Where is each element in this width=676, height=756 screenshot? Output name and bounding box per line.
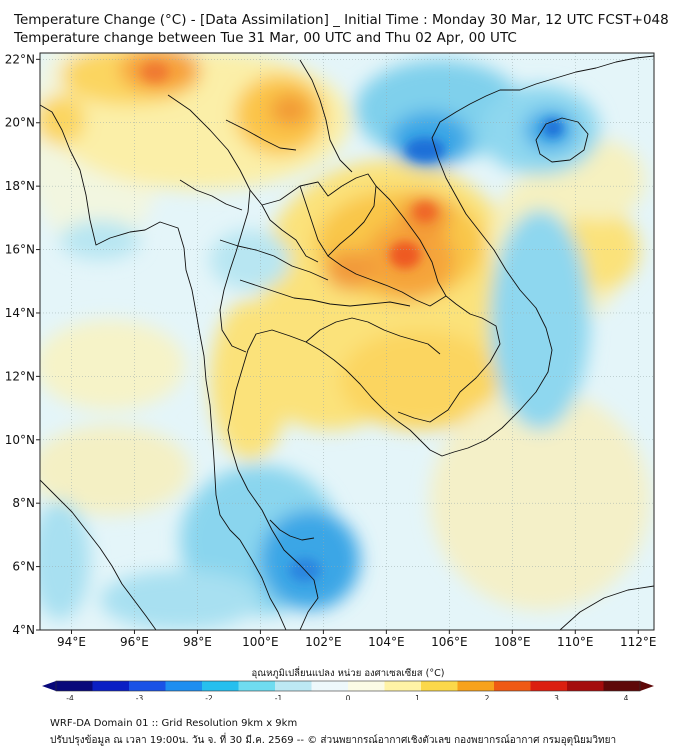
- longitude-tick-labels: 94°E 96°E 98°E 100°E 102°E 104°E 106°E 108°E 110…: [57, 630, 657, 649]
- lon-tick-label: 106°E: [431, 635, 468, 649]
- colorbar-tick-label: -3: [136, 694, 144, 700]
- footer-update-info: ปรับปรุงข้อมูล ณ เวลา 19:00น. วัน จ. ที่…: [50, 735, 617, 746]
- lat-tick-label: 22°N: [5, 52, 35, 66]
- lon-tick-label: 96°E: [120, 635, 149, 649]
- colorbar-segment: [92, 681, 130, 691]
- lat-tick-label: 14°N: [5, 306, 35, 320]
- chart-subtitle: Temperature change between Tue 31 Mar, 0…: [14, 30, 517, 46]
- lat-tick-label: 8°N: [12, 496, 35, 510]
- colorbar-segment: [129, 681, 166, 691]
- colorbar-segment: [457, 681, 495, 691]
- footer-model-info: WRF-DA Domain 01 :: Grid Resolution 9km …: [50, 718, 298, 729]
- colorbar-segment: [603, 681, 641, 691]
- colorbar-segment: [238, 681, 276, 691]
- colorbar-min-arrow: [42, 681, 56, 691]
- lon-tick-label: 110°E: [557, 635, 594, 649]
- colorbar: [42, 680, 654, 692]
- lat-tick-label: 6°N: [12, 560, 35, 574]
- colorbar-tick-label: -1: [275, 694, 283, 700]
- colorbar-max-arrow: [640, 681, 654, 691]
- lat-tick-label: 10°N: [5, 433, 35, 447]
- lat-tick-label: 18°N: [5, 179, 35, 193]
- lon-tick-label: 94°E: [57, 635, 86, 649]
- colorbar-title: อุณหภูมิเปลี่ยนแปลง หน่วย องศาเซลเซียส (…: [251, 668, 445, 679]
- map-frame: [39, 52, 655, 631]
- colorbar-segment: [275, 681, 312, 691]
- lon-tick-label: 102°E: [305, 635, 342, 649]
- colorbar-tick-label: 4: [624, 694, 629, 700]
- colorbar-segment: [348, 681, 385, 691]
- lon-tick-label: 112°E: [620, 635, 657, 649]
- colorbar-tick-label: 0: [346, 694, 351, 700]
- colorbar-segment: [530, 681, 568, 691]
- lon-tick-label: 104°E: [368, 635, 405, 649]
- temperature-change-map: 94°E 96°E 98°E 100°E 102°E 104°E 106°E 108°E 110…: [5, 52, 657, 700]
- coastlines-and-borders: [40, 55, 654, 630]
- lon-tick-label: 108°E: [494, 635, 531, 649]
- lat-tick-label: 20°N: [5, 116, 35, 130]
- colorbar-segment: [56, 681, 93, 691]
- colorbar-segment: [311, 681, 349, 691]
- colorbar-segment: [494, 681, 531, 691]
- colorbar-tick-label: 3: [554, 694, 559, 700]
- colorbar-segment: [384, 681, 422, 691]
- temperature-field: [40, 53, 654, 630]
- chart-title: Temperature Change (°C) - [Data Assimila…: [14, 12, 669, 28]
- colorbar-tick-label: 2: [485, 694, 490, 700]
- colorbar-tick-label: 1: [415, 694, 420, 700]
- lon-tick-label: 100°E: [242, 635, 279, 649]
- colorbar-segment: [165, 681, 203, 691]
- colorbar-segment: [567, 681, 604, 691]
- lat-tick-label: 12°N: [5, 369, 35, 383]
- colorbar-segment: [202, 681, 239, 691]
- colorbar-outline: [55, 680, 641, 692]
- colorbar-tick-labels: -4 -3 -2 -1 0 1 2 3 4: [66, 694, 628, 700]
- colorbar-segment: [421, 681, 458, 691]
- lon-tick-label: 98°E: [183, 635, 212, 649]
- lat-tick-label: 4°N: [12, 623, 35, 637]
- latitude-tick-labels: 22°N 20°N 18°N 16°N 14°N 12°N 10°N 8°N 6°N 4°N: [5, 52, 40, 637]
- colorbar-tick-label: -2: [205, 694, 213, 700]
- colorbar-tick-label: -4: [66, 694, 74, 700]
- lat-tick-label: 16°N: [5, 243, 35, 257]
